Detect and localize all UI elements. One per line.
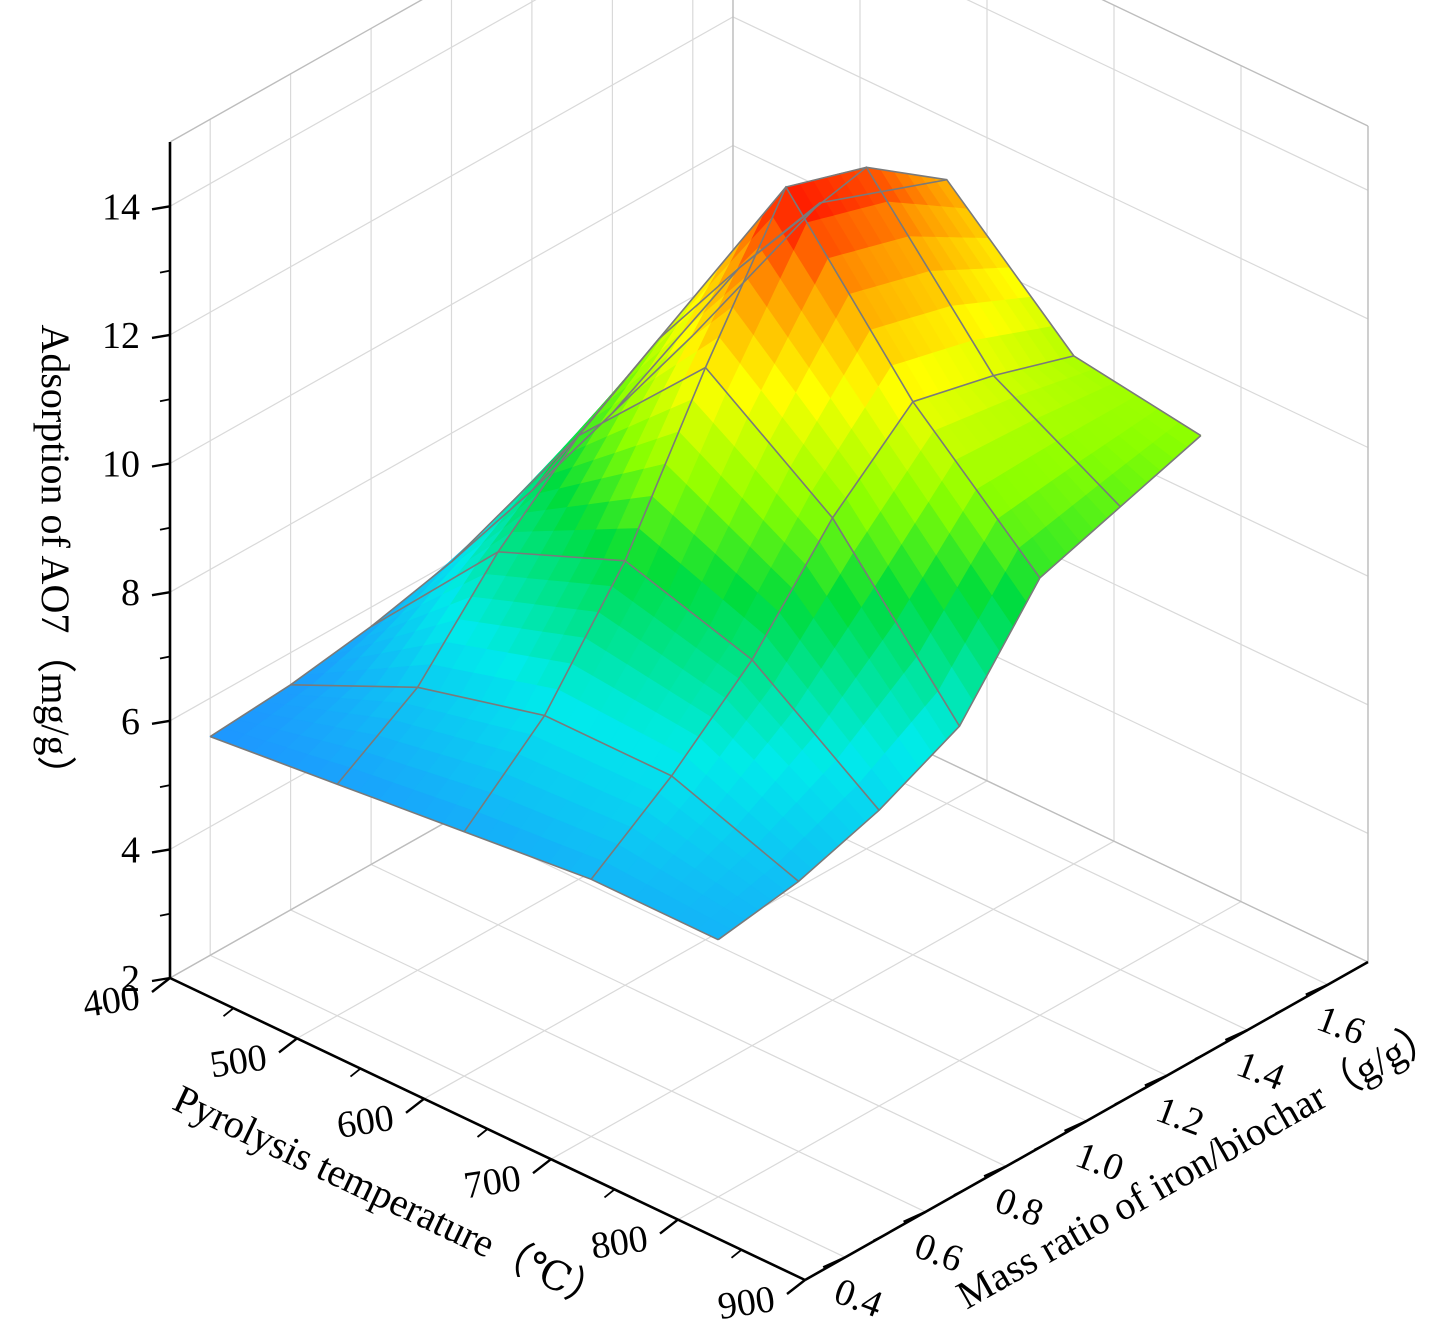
x-tick-label-group: 400	[80, 976, 143, 1026]
z-tick-label: 6	[121, 701, 140, 743]
surface-meshline	[209, 735, 719, 941]
y-tick	[1305, 983, 1329, 996]
surface	[209, 166, 1202, 941]
z-tick	[151, 205, 171, 211]
x-tick	[278, 1037, 298, 1054]
surface-meshline	[370, 550, 880, 811]
x-tick	[659, 1218, 679, 1235]
x-tick-label: 400	[80, 976, 143, 1026]
y-tick	[1144, 1074, 1168, 1087]
y-minor-tick	[1033, 1142, 1047, 1151]
z-tick-label: 8	[121, 572, 140, 614]
y-tick-label-group: 0.4	[829, 1270, 888, 1326]
x-minor-tick	[349, 1067, 362, 1078]
y-tick	[1064, 1119, 1087, 1133]
x-tick-label-group: 600	[334, 1097, 397, 1147]
z-tick-label: 12	[102, 315, 140, 357]
x-minor-tick	[603, 1188, 616, 1199]
x-tick-label-group: 800	[588, 1218, 651, 1268]
y-tick	[1224, 1029, 1248, 1042]
z-tick-label: 2	[121, 958, 140, 1000]
z-tick	[151, 976, 171, 983]
surface-meshline	[450, 366, 961, 727]
z-minor-tick	[159, 912, 171, 917]
x-tick	[405, 1097, 425, 1114]
y-tick-label: 0.4	[829, 1270, 888, 1326]
z-tick-label: 10	[102, 444, 140, 486]
z-tick-label: 4	[121, 829, 140, 871]
surface-meshline	[611, 166, 1121, 508]
x-tick-label: 800	[588, 1218, 651, 1268]
chart-axes	[151, 142, 1369, 1295]
x-tick-label-group: 700	[461, 1157, 524, 1207]
y-minor-tick	[1114, 1097, 1128, 1106]
x-tick-label: 900	[715, 1278, 778, 1328]
wall-gridline	[169, 273, 734, 593]
z-axis-title: Adsorption of AO7（mg/g）	[33, 324, 78, 795]
x-tick-label: 500	[207, 1036, 270, 1086]
y-tick	[903, 1210, 927, 1223]
wall-gridline	[169, 0, 537, 207]
y-minor-tick	[953, 1188, 967, 1196]
wall-gridline	[169, 144, 734, 465]
surface-meshline	[290, 684, 800, 883]
y-minor-tick	[1275, 1006, 1289, 1015]
z-minor-tick	[159, 784, 171, 788]
x-tick-label: 700	[461, 1157, 524, 1207]
wall-gridline	[966, 0, 1369, 191]
x-tick	[532, 1158, 552, 1175]
y-minor-tick	[1194, 1052, 1208, 1060]
x-minor-tick	[476, 1128, 489, 1138]
z-minor-tick	[159, 398, 171, 403]
z-minor-tick	[159, 269, 171, 274]
wall-frame	[169, 0, 423, 143]
x-tick-label-group: 900	[715, 1278, 778, 1328]
wall-frame	[1101, 0, 1369, 127]
y-axis-title: Mass ratio of iron/biochar（g/g）	[949, 1009, 1432, 1318]
floor-gridline	[370, 863, 1007, 1167]
z-minor-tick	[159, 655, 171, 660]
z-tick	[151, 719, 171, 725]
z-tick-label: 14	[102, 186, 140, 228]
x-tick	[786, 1279, 806, 1295]
x-tick-label: 600	[334, 1097, 397, 1147]
floor-gridline	[451, 818, 1087, 1122]
floor-gridline	[209, 954, 846, 1258]
surface-meshline	[531, 185, 1041, 579]
x-tick-label-group: 500	[207, 1036, 270, 1086]
z-tick	[151, 462, 171, 468]
floor-gridline	[290, 909, 926, 1213]
surface-meshline	[692, 178, 1202, 437]
z-tick	[151, 333, 171, 340]
y-minor-tick	[872, 1233, 886, 1242]
y-tick	[822, 1256, 846, 1269]
y-tick	[983, 1165, 1007, 1178]
z-tick	[151, 591, 171, 597]
x-minor-tick	[222, 1007, 235, 1017]
x-tick	[151, 977, 171, 993]
x-minor-tick	[730, 1249, 743, 1259]
z-tick	[151, 848, 171, 854]
wall-gridline	[169, 16, 734, 336]
wall-gridline	[732, 16, 1369, 320]
z-minor-tick	[159, 526, 171, 531]
